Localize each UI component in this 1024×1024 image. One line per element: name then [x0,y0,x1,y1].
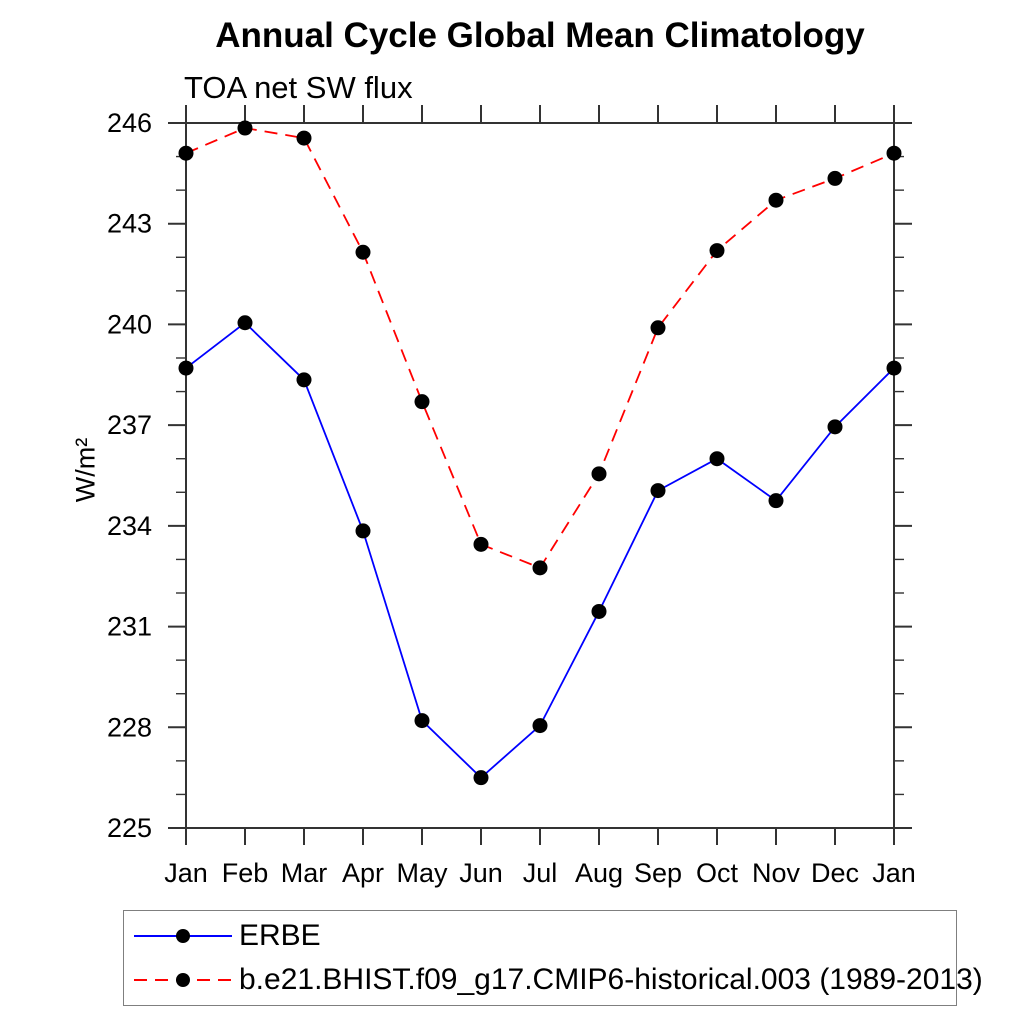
data-point-marker [355,523,371,539]
legend-entry-model: b.e21.BHIST.f09_g17.CMIP6-historical.003… [124,960,983,1000]
data-point-marker [886,145,902,161]
data-point-marker [532,718,548,734]
y-tick-label: 243 [107,209,152,239]
y-tick-label: 240 [107,309,152,339]
data-point-marker [709,451,725,467]
data-point-marker [237,120,253,136]
legend-line-sample-solid [134,928,232,943]
data-point-marker [178,145,194,161]
data-point-marker [768,192,784,208]
data-point-marker [414,713,430,729]
chart-title: Annual Cycle Global Mean Climatology [215,16,865,55]
chart-subtitle: TOA net SW flux [184,70,413,105]
data-point-marker [650,483,666,499]
legend-entry-label: ERBE [239,918,321,952]
x-month-label: Nov [752,858,801,888]
y-tick-label: 231 [107,612,152,642]
x-month-label: May [396,858,448,888]
x-month-label: Feb [222,858,269,888]
data-point-marker [473,770,489,786]
legend-marker-dot [176,928,190,943]
data-point-marker [886,360,902,376]
y-tick-label: 234 [107,511,152,541]
y-tick-label: 225 [107,813,152,843]
x-month-label: Aug [575,858,623,888]
x-month-label: Oct [696,858,739,888]
x-month-label: Dec [811,858,859,888]
data-point-marker [473,536,489,552]
data-point-marker [178,360,194,376]
data-point-marker [296,372,312,388]
legend-line-sample-dashed [134,973,232,988]
data-point-marker [237,315,253,331]
x-month-label: Mar [281,858,328,888]
x-month-label: Jan [164,858,208,888]
data-point-marker [709,243,725,259]
y-tick-label: 237 [107,410,152,440]
y-tick-label: 228 [107,712,152,742]
series-line-erbe [185,321,895,779]
data-point-marker [827,419,843,435]
x-month-label: Sep [634,858,682,888]
y-tick-label: 246 [107,108,152,138]
data-point-marker [768,493,784,509]
data-point-marker [591,466,607,482]
data-point-marker [355,244,371,260]
data-point-marker [591,603,607,619]
x-month-label: Apr [342,858,384,888]
data-point-marker [650,320,666,336]
legend-marker-dot [176,973,190,988]
legend-entry-erbe: ERBE [124,916,956,956]
data-point-marker [532,560,548,576]
legend-entry-label: b.e21.BHIST.f09_g17.CMIP6-historical.003… [239,963,983,997]
data-point-marker [827,170,843,186]
x-month-label: Jul [523,858,558,888]
series-line-model [185,127,895,569]
x-month-label: Jan [872,858,916,888]
legend-box: ERBE b.e21.BHIST.f09_g17.CMIP6-historica… [123,910,983,1006]
x-month-label: Jun [459,858,503,888]
data-point-marker [296,130,312,146]
data-point-marker [414,394,430,410]
